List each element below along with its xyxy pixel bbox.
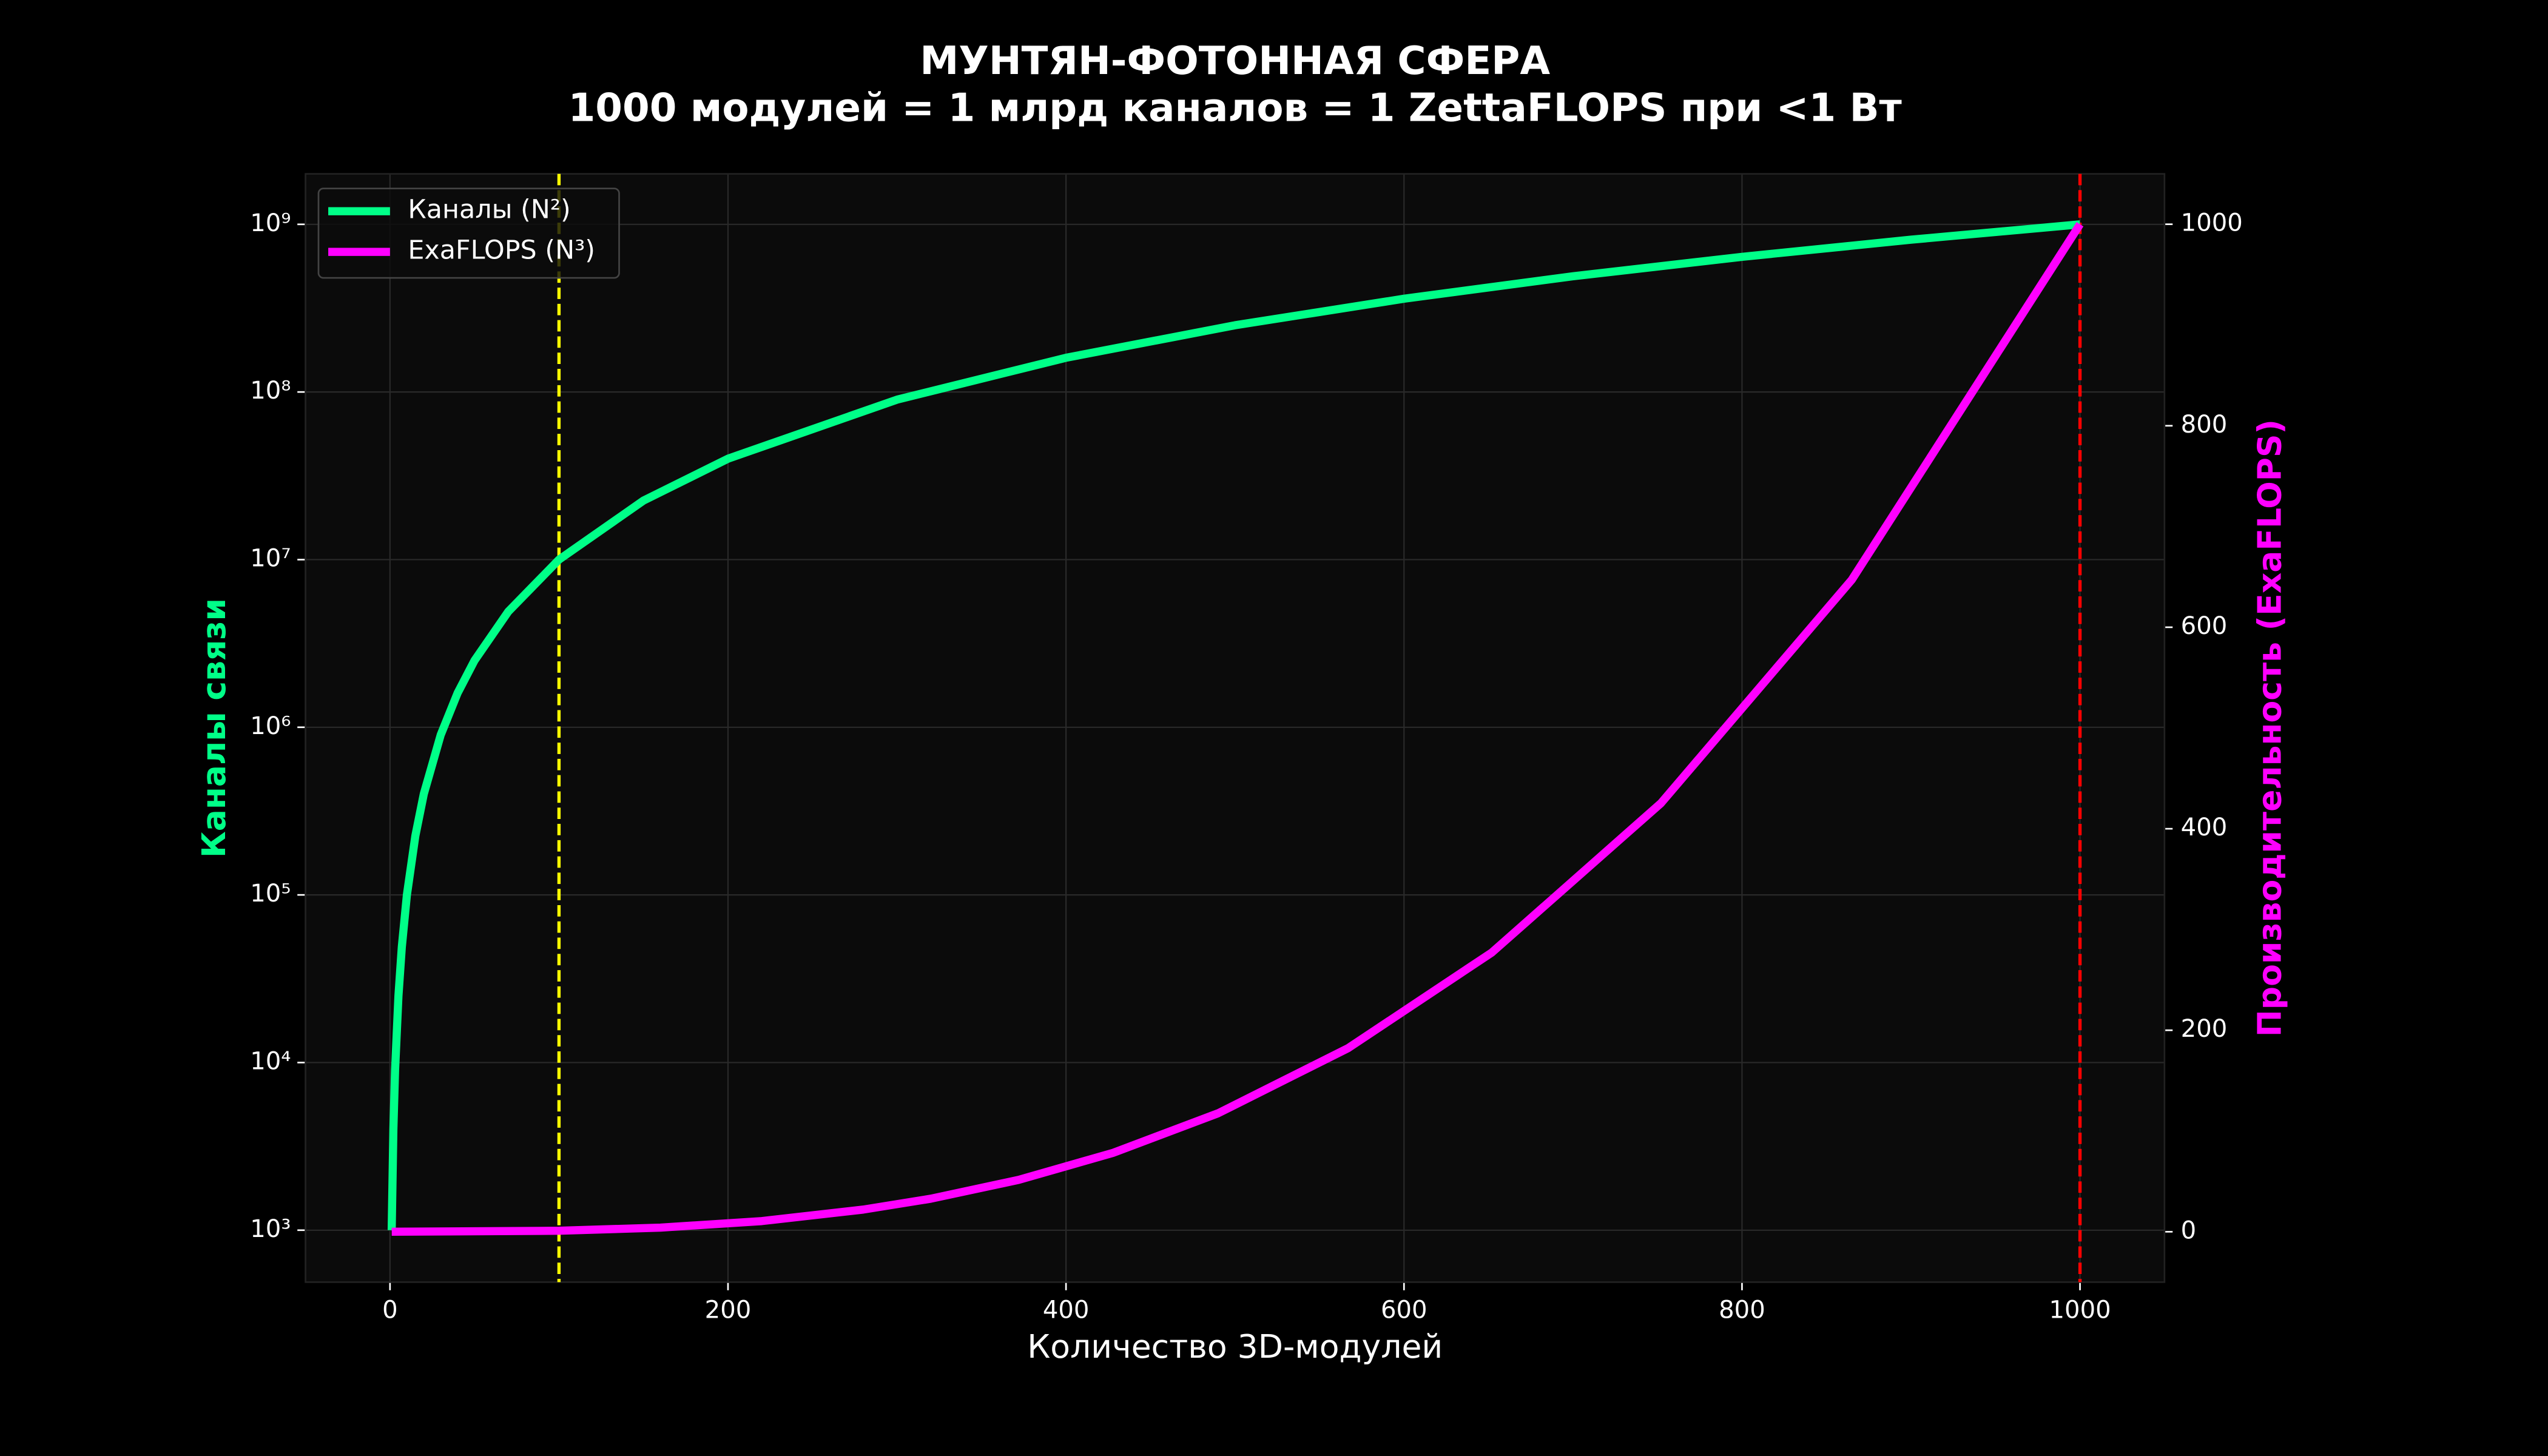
y-tick-label: 10³ — [250, 1215, 291, 1243]
y2-tick-label: 400 — [2181, 814, 2228, 841]
x-tick-label: 800 — [1719, 1296, 1765, 1324]
chart-subtitle: 1000 модулей = 1 млрд каналов = 1 ZettaF… — [568, 86, 1902, 131]
y-tick-label: 10⁷ — [250, 544, 291, 572]
y-tick-label: 10⁴ — [250, 1047, 291, 1075]
y-tick-label: 10⁶ — [250, 712, 291, 740]
series-line — [391, 222, 2084, 1236]
legend-label: ExaFLOPS (N³) — [408, 235, 595, 266]
plot-frame — [305, 173, 2166, 1283]
legend-box — [317, 187, 620, 279]
x-tick-label: 1000 — [2049, 1296, 2111, 1324]
y2-tick-label: 0 — [2181, 1216, 2197, 1244]
y-tick-label: 10⁸ — [250, 377, 291, 405]
y-tick-label: 10⁵ — [250, 880, 291, 908]
y2-tick-label: 1000 — [2181, 209, 2243, 237]
y2-axis-label: Производительность (ExaFLOPS) — [2250, 419, 2288, 1037]
x-tick-label: 200 — [705, 1296, 752, 1324]
x-tick-label: 0 — [382, 1296, 398, 1324]
y2-tick-label: 800 — [2181, 411, 2228, 439]
legend: Каналы (N²) ExaFLOPS (N³) — [317, 187, 620, 279]
y-tick-label: 10⁹ — [250, 209, 291, 237]
legend-label: Каналы (N²) — [408, 195, 570, 225]
x-axis-label: Количество 3D-модулей — [1027, 1327, 1443, 1366]
y2-tick-label: 600 — [2181, 612, 2228, 640]
plot-area — [305, 174, 2165, 1282]
series-line — [387, 220, 2081, 1230]
x-tick-label: 400 — [1043, 1296, 1090, 1324]
y-axis-label: Каналы связи — [195, 598, 233, 858]
y2-tick-label: 200 — [2181, 1015, 2228, 1043]
x-tick-label: 600 — [1381, 1296, 1427, 1324]
chart-title: МУНТЯН-ФОТОННАЯ СФЕРА — [920, 38, 1550, 84]
